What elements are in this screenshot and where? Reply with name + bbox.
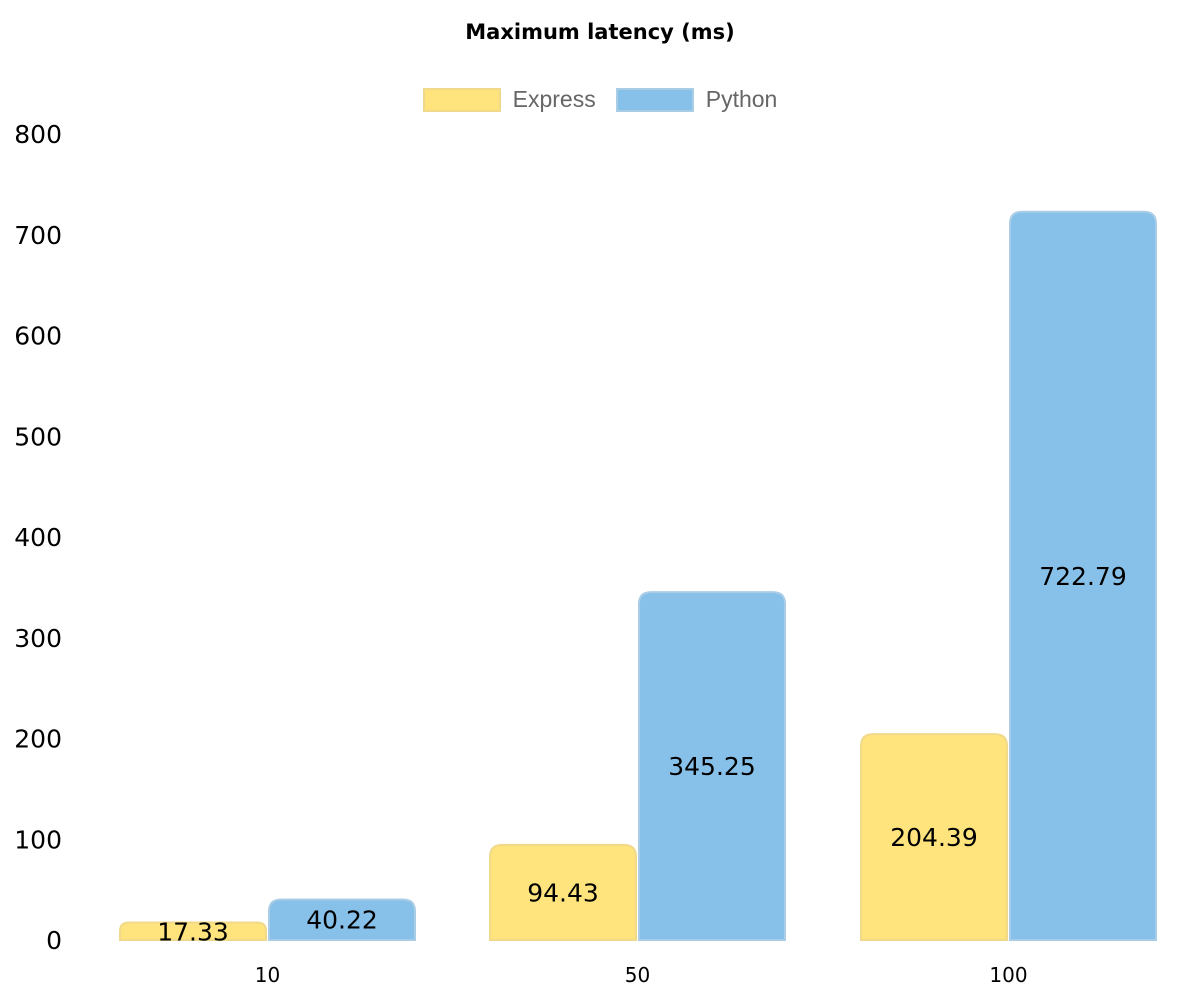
legend-item-python[interactable]: Python — [615, 86, 778, 113]
y-tick-label: 500 — [14, 422, 62, 451]
data-label: 722.79 — [1039, 562, 1126, 591]
bar-express-10[interactable] — [119, 921, 267, 941]
x-tick-label: 100 — [989, 963, 1027, 987]
legend-item-express[interactable]: Express — [422, 86, 596, 113]
y-tick-label: 0 — [46, 926, 62, 955]
legend-label-python: Python — [705, 86, 778, 112]
y-tick-label: 100 — [14, 825, 62, 854]
data-label: 40.22 — [306, 906, 378, 935]
bar-python-100[interactable] — [1009, 210, 1157, 941]
legend-label-express: Express — [512, 86, 596, 112]
x-tick-label: 10 — [255, 963, 280, 987]
bar-python-50[interactable] — [638, 591, 786, 941]
y-tick-label: 200 — [14, 725, 62, 754]
data-label: 17.33 — [157, 917, 229, 946]
y-axis: 0 100 200 300 400 500 600 700 800 — [14, 120, 62, 955]
data-label: 204.39 — [890, 823, 977, 852]
y-tick-label: 400 — [14, 523, 62, 552]
x-axis: 10 50 100 — [255, 963, 1028, 987]
bar-express-100[interactable] — [860, 733, 1008, 941]
legend: Express Python — [0, 86, 1200, 113]
bar-express-50[interactable] — [489, 843, 637, 941]
y-tick-label: 600 — [14, 322, 62, 351]
data-label: 345.25 — [668, 752, 755, 781]
data-label: 94.43 — [527, 878, 599, 907]
legend-swatch-express — [422, 87, 501, 112]
bars: 17.33 40.22 94.43 345.25 204.39 722.79 — [119, 210, 1157, 946]
chart-title: Maximum latency (ms) — [465, 20, 735, 44]
y-tick-label: 300 — [14, 624, 62, 653]
y-tick-label: 700 — [14, 221, 62, 250]
bar-python-10[interactable] — [268, 898, 416, 941]
legend-swatch-python — [615, 87, 694, 112]
y-tick-label: 800 — [14, 120, 62, 149]
x-tick-label: 50 — [625, 963, 650, 987]
